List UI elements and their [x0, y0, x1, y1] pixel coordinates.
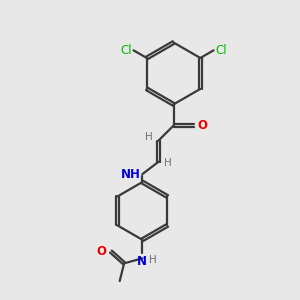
Text: N: N: [137, 255, 147, 268]
Text: O: O: [198, 119, 208, 132]
Text: NH: NH: [121, 168, 141, 181]
Text: H: H: [164, 158, 172, 168]
Text: Cl: Cl: [215, 44, 227, 57]
Text: O: O: [97, 245, 107, 258]
Text: Cl: Cl: [120, 44, 132, 57]
Text: H: H: [149, 255, 157, 266]
Text: H: H: [145, 132, 153, 142]
